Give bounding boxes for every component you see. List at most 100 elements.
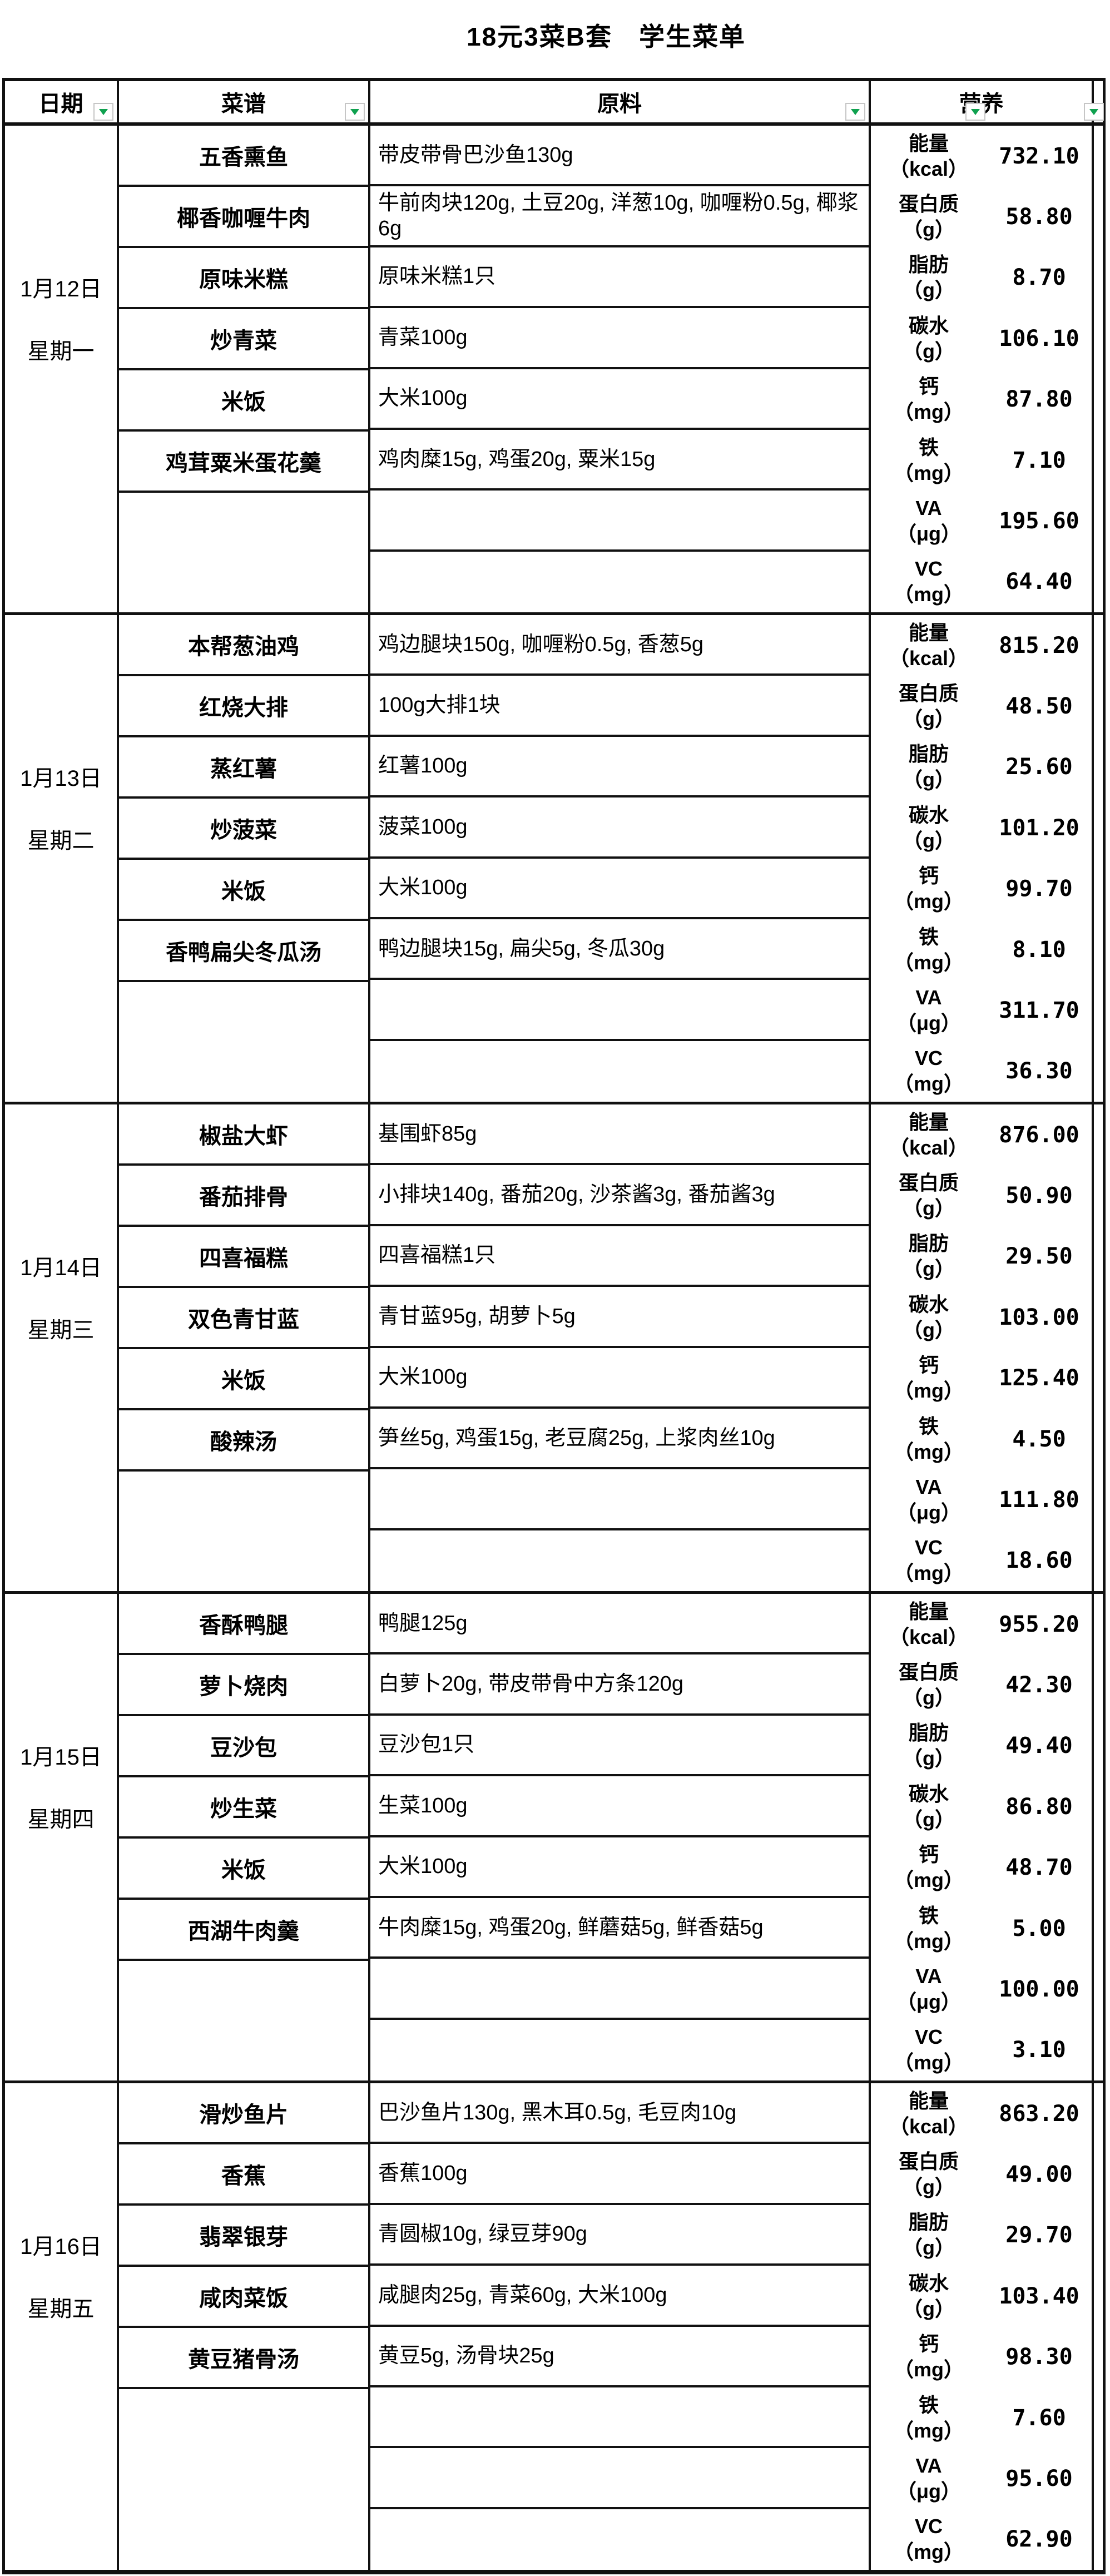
date-text: 1月15日 xyxy=(20,1745,102,1770)
chevron-down-icon xyxy=(99,108,108,115)
nutrition-row: 脂肪 （g） 29.70 xyxy=(871,2205,1092,2266)
ingredient-text: 生菜100g xyxy=(378,1794,468,1817)
nutrition-label: VC （mg） xyxy=(871,2024,987,2075)
nutrition-label: 脂肪 （g） xyxy=(871,1720,987,1771)
dish-name: 椰香咖喱牛肉 xyxy=(177,206,310,231)
ingredient-cell: 大米100g xyxy=(370,1837,869,1898)
nutrient-name: 脂肪 xyxy=(908,1232,949,1255)
filter-arrow-icon[interactable] xyxy=(965,103,985,121)
ingredient-cell xyxy=(370,552,869,612)
ingredient-text: 鸡肉糜15g, 鸡蛋20g, 粟米15g xyxy=(378,447,656,471)
nutrition-value: 29.50 xyxy=(1005,1244,1073,1270)
nutrient-unit: （mg） xyxy=(893,890,964,913)
nutrient-name: 蛋白质 xyxy=(898,682,959,705)
nutrient-unit: （g） xyxy=(903,829,955,852)
nutrition-value: 49.40 xyxy=(1005,1733,1073,1759)
dish-name: 萝卜烧肉 xyxy=(199,1675,288,1699)
nutrition-label: 脂肪 （g） xyxy=(871,741,987,792)
nutrition-label: 铁 （mg） xyxy=(871,2392,987,2444)
ingredient-column: 基围虾85g 小排块140g, 番茄20g, 沙茶酱3g, 番茄酱3g 四喜福糕1只… xyxy=(370,1104,871,1591)
nutrition-row: 钙（mg） 125.40 xyxy=(871,1348,1092,1409)
nutrition-label: 碳水 （g） xyxy=(871,1292,987,1343)
day-block: 1月15日 星期四 香酥鸭腿 萝卜烧肉 豆沙包 炒生菜 米饭 西湖牛肉羹 鸭腿125g 白萝卜20… xyxy=(5,1594,1103,2083)
nutrition-value: 87.80 xyxy=(1005,387,1073,413)
ingredient-cell xyxy=(370,1959,869,2020)
nutrient-name: 能量 xyxy=(908,2089,949,2112)
ingredient-text: 牛前肉块120g, 土豆20g, 洋葱10g, 咖喱粉0.5g, 椰浆6g xyxy=(378,191,859,241)
ingredient-text: 青菜100g xyxy=(378,325,468,349)
nutrient-name: 铁 xyxy=(918,925,939,948)
dish-name-cell: 米饭 xyxy=(119,860,368,921)
dish-name: 米饭 xyxy=(221,1858,266,1883)
dish-name-cell: 原味米糕 xyxy=(119,248,368,309)
nutrition-row: 蛋白质 （g） 48.50 xyxy=(871,676,1092,736)
page-title: 18元3菜B套 学生菜单 xyxy=(467,22,746,51)
dish-name-cell: 双色青甘蓝 xyxy=(119,1288,368,1349)
nutrition-row: 脂肪 （g） 49.40 xyxy=(871,1716,1092,1776)
nutrition-row: 钙（mg） 98.30 xyxy=(871,2327,1092,2387)
nutrient-unit: （g） xyxy=(903,218,955,241)
dish-name-cell: 香鸭扁尖冬瓜汤 xyxy=(119,921,368,982)
nutrition-value: 5.00 xyxy=(1012,1915,1066,1941)
nutrition-row: 碳水 （g） 101.20 xyxy=(871,797,1092,858)
nutrition-label: 能量 （kcal） xyxy=(871,1599,987,1650)
nutrition-label: 钙（mg） xyxy=(871,374,987,425)
weekday-text: 星期三 xyxy=(27,1317,95,1343)
filter-arrow-icon[interactable] xyxy=(93,103,113,121)
nutrition-column: 能量 （kcal） 732.10 蛋白质 （g） 58.80 脂肪 （g） 8.70 碳水 （g） 1… xyxy=(871,126,1092,612)
ingredient-text: 大米100g xyxy=(378,1365,468,1389)
dish-name-cell: 本帮葱油鸡 xyxy=(119,615,368,676)
ingredient-cell xyxy=(370,1041,869,1102)
chevron-down-icon xyxy=(851,108,860,115)
empty-dish-area xyxy=(119,493,368,612)
dish-name: 蒸红薯 xyxy=(210,757,277,781)
nutrition-row: 蛋白质 （g） 42.30 xyxy=(871,1654,1092,1715)
ingredient-text: 原味米糕1只 xyxy=(378,265,496,289)
header-menu-label: 菜谱 xyxy=(221,92,266,116)
nutrition-row: 能量 （kcal） 863.20 xyxy=(871,2083,1092,2144)
nutrition-value: 103.40 xyxy=(999,2283,1079,2309)
nutrition-label: 钙（mg） xyxy=(871,863,987,914)
ingredient-cell: 巴沙鱼片130g, 黑木耳0.5g, 毛豆肉10g xyxy=(370,2083,869,2144)
dish-name-cell: 米饭 xyxy=(119,1839,368,1900)
edge-column xyxy=(1092,126,1103,612)
dish-column: 五香熏鱼 椰香咖喱牛肉 原味米糕 炒青菜 米饭 鸡茸粟米蛋花羹 xyxy=(119,126,370,612)
ingredient-cell xyxy=(370,2387,869,2449)
nutrient-unit: （g） xyxy=(903,707,955,731)
ingredient-text: 白萝卜20g, 带皮带骨中方条120g xyxy=(378,1672,684,1696)
dish-name-cell: 豆沙包 xyxy=(119,1716,368,1777)
dish-name-cell: 炒生菜 xyxy=(119,1777,368,1839)
chevron-down-icon xyxy=(971,108,980,115)
nutrition-value: 8.10 xyxy=(1012,937,1066,963)
nutrition-row: 铁（mg） 4.50 xyxy=(871,1409,1092,1469)
nutrition-label: 蛋白质 （g） xyxy=(871,1659,987,1711)
nutrient-name: 钙 xyxy=(918,1843,939,1866)
date-text: 1月16日 xyxy=(20,2234,102,2259)
header-nutrition: 营养 xyxy=(871,81,1092,122)
dish-name-cell: 鸡茸粟米蛋花羹 xyxy=(119,432,368,493)
ingredient-cell: 香蕉100g xyxy=(370,2144,869,2205)
ingredient-column: 巴沙鱼片130g, 黑木耳0.5g, 毛豆肉10g 香蕉100g 青圆椒10g, 绿… xyxy=(370,2083,871,2570)
dish-name: 香酥鸭腿 xyxy=(199,1613,288,1638)
nutrition-value: 732.10 xyxy=(999,143,1079,169)
ingredient-text: 青圆椒10g, 绿豆芽90g xyxy=(378,2222,587,2246)
empty-dish-area xyxy=(119,982,368,1102)
nutrient-name: 碳水 xyxy=(908,1292,949,1316)
ingredient-cell xyxy=(370,491,869,552)
nutrition-row: 脂肪 （g） 29.50 xyxy=(871,1226,1092,1287)
empty-dish-area xyxy=(119,1472,368,1591)
filter-arrow-icon[interactable] xyxy=(845,103,865,121)
nutrient-name: 钙 xyxy=(918,1354,939,1377)
header-ingredients-label: 原料 xyxy=(597,92,642,116)
nutrition-value: 25.60 xyxy=(1005,754,1073,780)
dish-name: 四喜福糕 xyxy=(199,1246,288,1271)
table-body: 1月12日 星期一 五香熏鱼 椰香咖喱牛肉 原味米糕 炒青菜 米饭 鸡茸粟米蛋花羹 带皮带骨巴沙… xyxy=(5,126,1103,2570)
nutrition-label: 能量 （kcal） xyxy=(871,2088,987,2139)
filter-arrow-icon[interactable] xyxy=(345,103,365,121)
filter-arrow-icon[interactable] xyxy=(1084,103,1104,121)
nutrient-unit: （kcal） xyxy=(889,1625,969,1648)
nutrition-row: VC （mg） 36.30 xyxy=(871,1041,1092,1102)
date-lines: 1月15日 星期四 xyxy=(20,1743,102,1834)
ingredient-cell: 白萝卜20g, 带皮带骨中方条120g xyxy=(370,1654,869,1716)
ingredient-cell: 大米100g xyxy=(370,369,869,430)
